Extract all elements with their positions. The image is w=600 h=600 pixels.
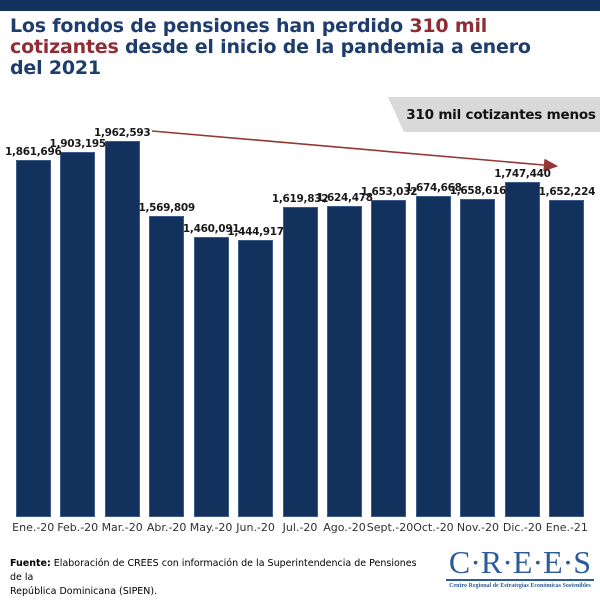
x-axis-label: Oct.-20 (413, 521, 454, 534)
logo-divider (446, 579, 594, 581)
bar-value-label: 1,903,195 (49, 138, 107, 150)
bar-value-label: 1,460,091 (182, 223, 240, 235)
source-line2: República Dominicana (SIPEN). (10, 586, 158, 597)
bar-slot: 1,747,440 (494, 168, 551, 517)
x-axis-label: Jul.-20 (282, 521, 318, 534)
bar-value-label: 1,861,696 (5, 146, 62, 158)
source-line1: Elaboración de CREES con información de … (10, 558, 417, 583)
callout-text: 310 mil cotizantes menos (406, 106, 596, 123)
bar (15, 160, 51, 517)
bar-slot: 1,962,593 (94, 127, 151, 517)
x-axis-label: Ago.-20 (323, 521, 366, 534)
x-axis-label: Ene.-21 (545, 521, 588, 534)
x-axis-label: Mar.-20 (101, 521, 143, 534)
x-axis-label: Dic.-20 (502, 521, 542, 534)
top-banner (0, 0, 600, 11)
bar (327, 206, 363, 517)
title-highlight: 310 mil cotizantes (10, 15, 488, 58)
bar (504, 182, 540, 517)
x-axis-label: Feb.-20 (57, 521, 99, 534)
bar (549, 200, 585, 517)
bar (282, 207, 318, 517)
bar (415, 196, 451, 517)
bar (238, 240, 274, 517)
bar (60, 152, 96, 517)
bar-value-label: 1,569,809 (138, 202, 195, 214)
source-label: Fuente: (10, 558, 51, 569)
bar-slot: 1,861,696 (5, 146, 62, 517)
bar-slot: 1,653,032 (361, 186, 418, 517)
x-axis-label: Sept.-20 (366, 521, 414, 534)
bar-slot: 1,624,478 (316, 192, 373, 517)
x-axis-label: Jun.-20 (236, 521, 275, 534)
bar-value-label: 1,747,440 (494, 168, 551, 180)
bar-value-label: 1,444,917 (227, 226, 284, 238)
x-axis-label: Ene.-20 (12, 521, 55, 534)
bar-chart: 1,861,696 1,903,195 1,962,593 1,569,809 1,46… (5, 125, 595, 517)
title-part2: desde el inicio de la pandemia a enero d… (10, 36, 531, 79)
title-part1: Los fondos de pensiones han perdido (10, 15, 410, 37)
crees-wordmark: C·R·E·E·S (448, 544, 592, 580)
bar-value-label: 1,653,032 (360, 186, 418, 198)
bar (193, 237, 229, 517)
crees-logo: C·R·E·E·S Centro Regional de Estrategias… (444, 546, 596, 589)
bar-slot: 1,903,195 (50, 138, 106, 517)
bar (460, 199, 496, 517)
bar-value-label: 1,658,616 (449, 185, 507, 197)
bar-slot: 1,658,616 (450, 185, 506, 517)
x-axis-label: Nov.-20 (456, 521, 499, 534)
bar-value-label: 1,652,224 (538, 186, 596, 198)
bar (149, 216, 185, 517)
bar-value-label: 1,624,478 (316, 192, 373, 204)
bar-slot: 1,444,917 (227, 226, 284, 517)
crees-tagline: Centro Regional de Estrategias Económica… (449, 583, 591, 589)
bar-value-label: 1,962,593 (93, 127, 151, 139)
bar (104, 141, 140, 517)
bar-slot: 1,619,832 (272, 193, 329, 517)
bar (371, 200, 407, 517)
page-title: Los fondos de pensiones han perdido 310 … (10, 16, 558, 79)
bar-slot: 1,652,224 (539, 186, 595, 517)
x-axis-label: May.-20 (189, 521, 233, 534)
bar-slot: 1,569,809 (138, 202, 195, 517)
source-note: Fuente: Elaboración de CREES con informa… (10, 557, 430, 599)
callout-badge: 310 mil cotizantes menos (388, 97, 600, 132)
bar-slot: 1,674,668 (405, 182, 462, 517)
x-axis-label: Abr.-20 (146, 521, 187, 534)
x-axis: Ene.-20 Feb.-20 Mar.-20 Abr.-20 May.-20 Jun.-… (11, 521, 589, 534)
bar-value-label: 1,674,668 (405, 182, 462, 194)
bar-slot: 1,460,091 (183, 223, 240, 517)
bar-value-label: 1,619,832 (271, 193, 329, 205)
